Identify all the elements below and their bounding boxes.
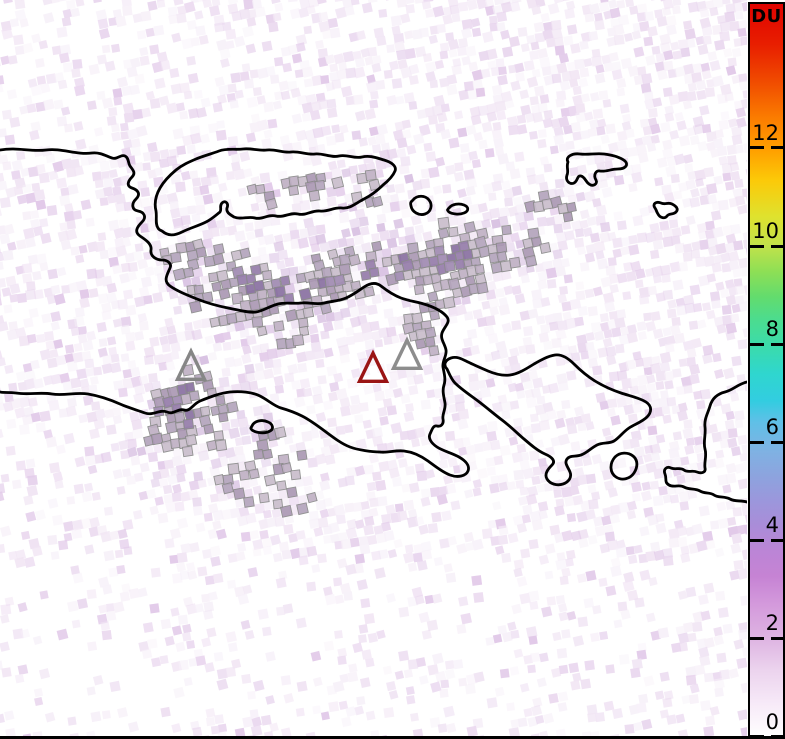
colorbar-tick-label: 0 xyxy=(765,709,779,734)
colorbar-tick xyxy=(771,244,783,248)
colorbar-gradient xyxy=(748,2,785,739)
volcano-marker-main xyxy=(356,349,390,384)
so2-flagged-pixel-layer xyxy=(143,169,577,518)
colorbar-tick xyxy=(750,342,764,346)
coast-java xyxy=(0,147,470,478)
colorbar-tick xyxy=(750,538,764,542)
colorbar-tick-label: 12 xyxy=(752,120,779,145)
colorbar-unit-label: DU xyxy=(751,6,782,27)
coast-bali xyxy=(443,353,653,487)
colorbar-tick xyxy=(750,146,764,150)
colorbar-tick-label: 2 xyxy=(765,611,779,636)
colorbar: 0 2 4 6 8 10 12 DU xyxy=(748,0,785,739)
coast-islet-west xyxy=(409,194,433,216)
colorbar-tick xyxy=(771,342,783,346)
so2-dense-pixel-layer xyxy=(153,240,474,430)
colorbar-tick xyxy=(750,244,764,248)
coast-lombok xyxy=(663,380,747,504)
volcano-marker-west xyxy=(174,347,208,382)
so2-faint-pixel-layer xyxy=(0,0,747,739)
coast-islet-mid xyxy=(446,202,470,216)
map-canvas xyxy=(0,0,747,739)
colorbar-tick xyxy=(750,636,764,640)
colorbar-tick xyxy=(771,440,783,444)
volcano-marker-east xyxy=(390,336,424,371)
colorbar-tick-label: 6 xyxy=(765,415,779,440)
coastlines xyxy=(0,147,747,504)
colorbar-tick xyxy=(771,146,783,150)
colorbar-tick-label: 8 xyxy=(765,317,779,342)
colorbar-tick xyxy=(771,538,783,542)
coast-islet-east xyxy=(652,200,679,220)
figure-bottom-border xyxy=(0,736,785,739)
coast-sapudi-island xyxy=(565,152,628,187)
coast-lagoon xyxy=(249,419,274,435)
colorbar-tick-label: 10 xyxy=(752,219,779,243)
colorbar-tick xyxy=(750,440,764,444)
coast-madura xyxy=(153,147,397,237)
colorbar-tick xyxy=(771,636,783,640)
volcano-markers xyxy=(174,336,424,384)
coast-nusa-penida xyxy=(609,451,639,481)
colorbar-tick-label: 4 xyxy=(765,513,779,538)
